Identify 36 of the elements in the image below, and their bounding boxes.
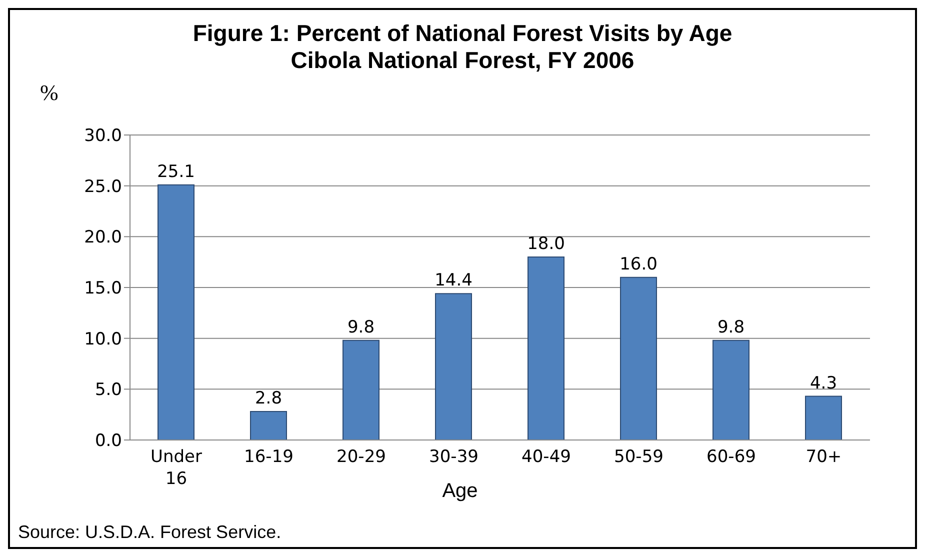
- bar: [620, 276, 657, 440]
- data-label: 16.0: [620, 254, 658, 274]
- bar: [342, 340, 380, 440]
- bar: [712, 340, 750, 440]
- source-note: Source: U.S.D.A. Forest Service.: [18, 522, 282, 543]
- x-axis-title: Age: [442, 480, 478, 502]
- chart-title: Figure 1: Percent of National Forest Visits by Age: [192, 20, 734, 47]
- data-label: 25.1: [157, 162, 195, 182]
- bar: [805, 396, 842, 440]
- y-tick-label: 15.0: [84, 278, 122, 299]
- y-tick-label: 10.0: [84, 329, 122, 350]
- bar: [528, 256, 564, 440]
- data-label: 9.8: [717, 317, 745, 338]
- chart-subtitle: Cibola National Forest, FY 2006: [290, 47, 636, 74]
- x-tick-label: 16-19: [244, 447, 294, 467]
- y-tick-label: 5.0: [94, 380, 122, 400]
- bar: [158, 184, 194, 440]
- x-tick-label: 30-39: [429, 447, 478, 467]
- y-tick-label: 0.0: [94, 431, 122, 452]
- x-tick-label: 60-69: [706, 447, 756, 467]
- x-tick-label: 70+: [806, 447, 842, 467]
- data-label: 14.4: [434, 270, 472, 291]
- x-tick-label: 20-29: [336, 447, 386, 467]
- data-label: 18.0: [527, 234, 565, 254]
- data-label: 4.3: [810, 373, 838, 394]
- data-label: 9.8: [347, 317, 375, 338]
- y-tick-label: 25.0: [84, 176, 122, 197]
- y-axis-title: %: [40, 80, 58, 106]
- bar: [250, 411, 287, 440]
- data-label: 2.8: [254, 388, 282, 409]
- x-tick-label: 50-59: [614, 447, 664, 467]
- y-tick-label: 20.0: [84, 228, 122, 248]
- y-tick-label: 30.0: [84, 126, 122, 146]
- x-tick-label: Under 16: [150, 447, 202, 489]
- x-tick-label: 40-49: [522, 447, 571, 467]
- bar: [435, 293, 472, 440]
